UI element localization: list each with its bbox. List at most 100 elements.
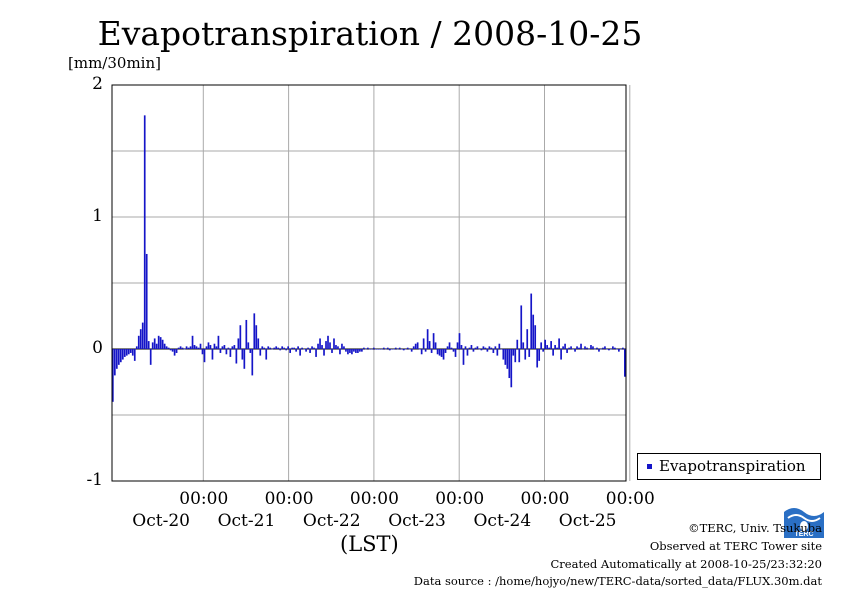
bar <box>225 349 228 355</box>
bar <box>386 347 389 349</box>
bar <box>351 349 353 355</box>
bar <box>600 349 602 350</box>
bar <box>125 349 128 356</box>
bar <box>622 347 624 349</box>
bar <box>121 349 124 360</box>
bar <box>478 349 481 350</box>
bar <box>127 349 130 355</box>
legend: Evapotranspiration <box>637 453 821 480</box>
bar <box>518 349 521 363</box>
bar <box>594 349 596 350</box>
bar <box>396 349 399 350</box>
bar <box>115 349 118 369</box>
bar <box>534 325 537 349</box>
bar <box>319 338 321 349</box>
bar <box>378 349 381 350</box>
bar <box>185 346 188 349</box>
bar <box>361 349 363 352</box>
bar <box>384 349 387 350</box>
bar <box>193 345 196 349</box>
bar <box>390 349 393 350</box>
bar <box>450 347 453 349</box>
bar <box>141 322 144 349</box>
bar <box>153 338 156 349</box>
bar <box>149 349 152 365</box>
credit-source: Data source : /home/hojyo/new/TERC-data/… <box>413 574 822 588</box>
bar <box>287 346 290 349</box>
bar <box>578 347 580 349</box>
bar <box>353 349 355 352</box>
bar <box>211 349 214 360</box>
bar <box>470 345 473 349</box>
bar <box>568 347 570 349</box>
bar <box>367 347 369 349</box>
bar <box>596 347 598 349</box>
bar <box>357 349 359 353</box>
bar <box>402 349 405 351</box>
bar <box>217 335 220 349</box>
bar <box>620 349 622 350</box>
bar <box>376 349 379 350</box>
bar <box>191 335 194 349</box>
bar <box>558 338 560 349</box>
bar <box>269 347 272 349</box>
bar <box>604 346 606 349</box>
bar <box>584 346 586 349</box>
bar <box>574 349 576 352</box>
bar <box>502 349 505 360</box>
bar <box>550 341 552 349</box>
bar <box>363 347 365 349</box>
bar <box>299 349 301 356</box>
y-tick-label: 1 <box>92 206 103 226</box>
bar <box>608 349 610 351</box>
x-tick-date-label: Oct-22 <box>302 511 361 531</box>
bar <box>552 349 554 356</box>
bar <box>343 346 345 349</box>
bar <box>542 349 545 352</box>
bar <box>580 343 582 349</box>
bar <box>398 347 401 349</box>
bar <box>454 349 457 357</box>
bar <box>546 345 548 349</box>
bar <box>333 338 335 349</box>
bar <box>410 349 413 352</box>
bar <box>610 349 612 350</box>
bar <box>388 349 391 351</box>
bar <box>510 349 513 388</box>
bar <box>307 347 309 349</box>
bar <box>145 253 148 349</box>
x-tick-time-label: 00:00 <box>349 489 399 509</box>
bar <box>506 349 509 369</box>
credit-created: Created Automatically at 2008-10-25/23:3… <box>550 557 823 571</box>
bar <box>432 333 435 349</box>
bar <box>273 347 276 349</box>
bar <box>476 346 479 349</box>
bar <box>472 349 475 352</box>
bar <box>113 349 116 376</box>
bar <box>522 342 525 349</box>
bar <box>213 343 216 349</box>
bar <box>616 349 618 350</box>
bar <box>167 347 170 349</box>
x-tick-time-label: 00:00 <box>264 489 314 509</box>
bar <box>245 319 248 349</box>
bar <box>369 349 371 350</box>
bar <box>400 349 403 350</box>
bar <box>624 349 626 377</box>
bar <box>394 347 397 349</box>
bar <box>131 349 134 356</box>
bar <box>247 342 250 349</box>
bar <box>496 349 499 356</box>
bar <box>408 349 411 350</box>
bar <box>209 345 212 349</box>
bar <box>237 338 240 349</box>
bar <box>285 349 288 351</box>
bar <box>303 349 305 350</box>
bar <box>466 349 469 356</box>
bar <box>416 342 419 349</box>
credit-copyright: ©TERC, Univ. Tsukuba <box>688 521 822 535</box>
bar <box>392 349 395 350</box>
bar <box>201 349 204 355</box>
bar <box>480 349 483 351</box>
